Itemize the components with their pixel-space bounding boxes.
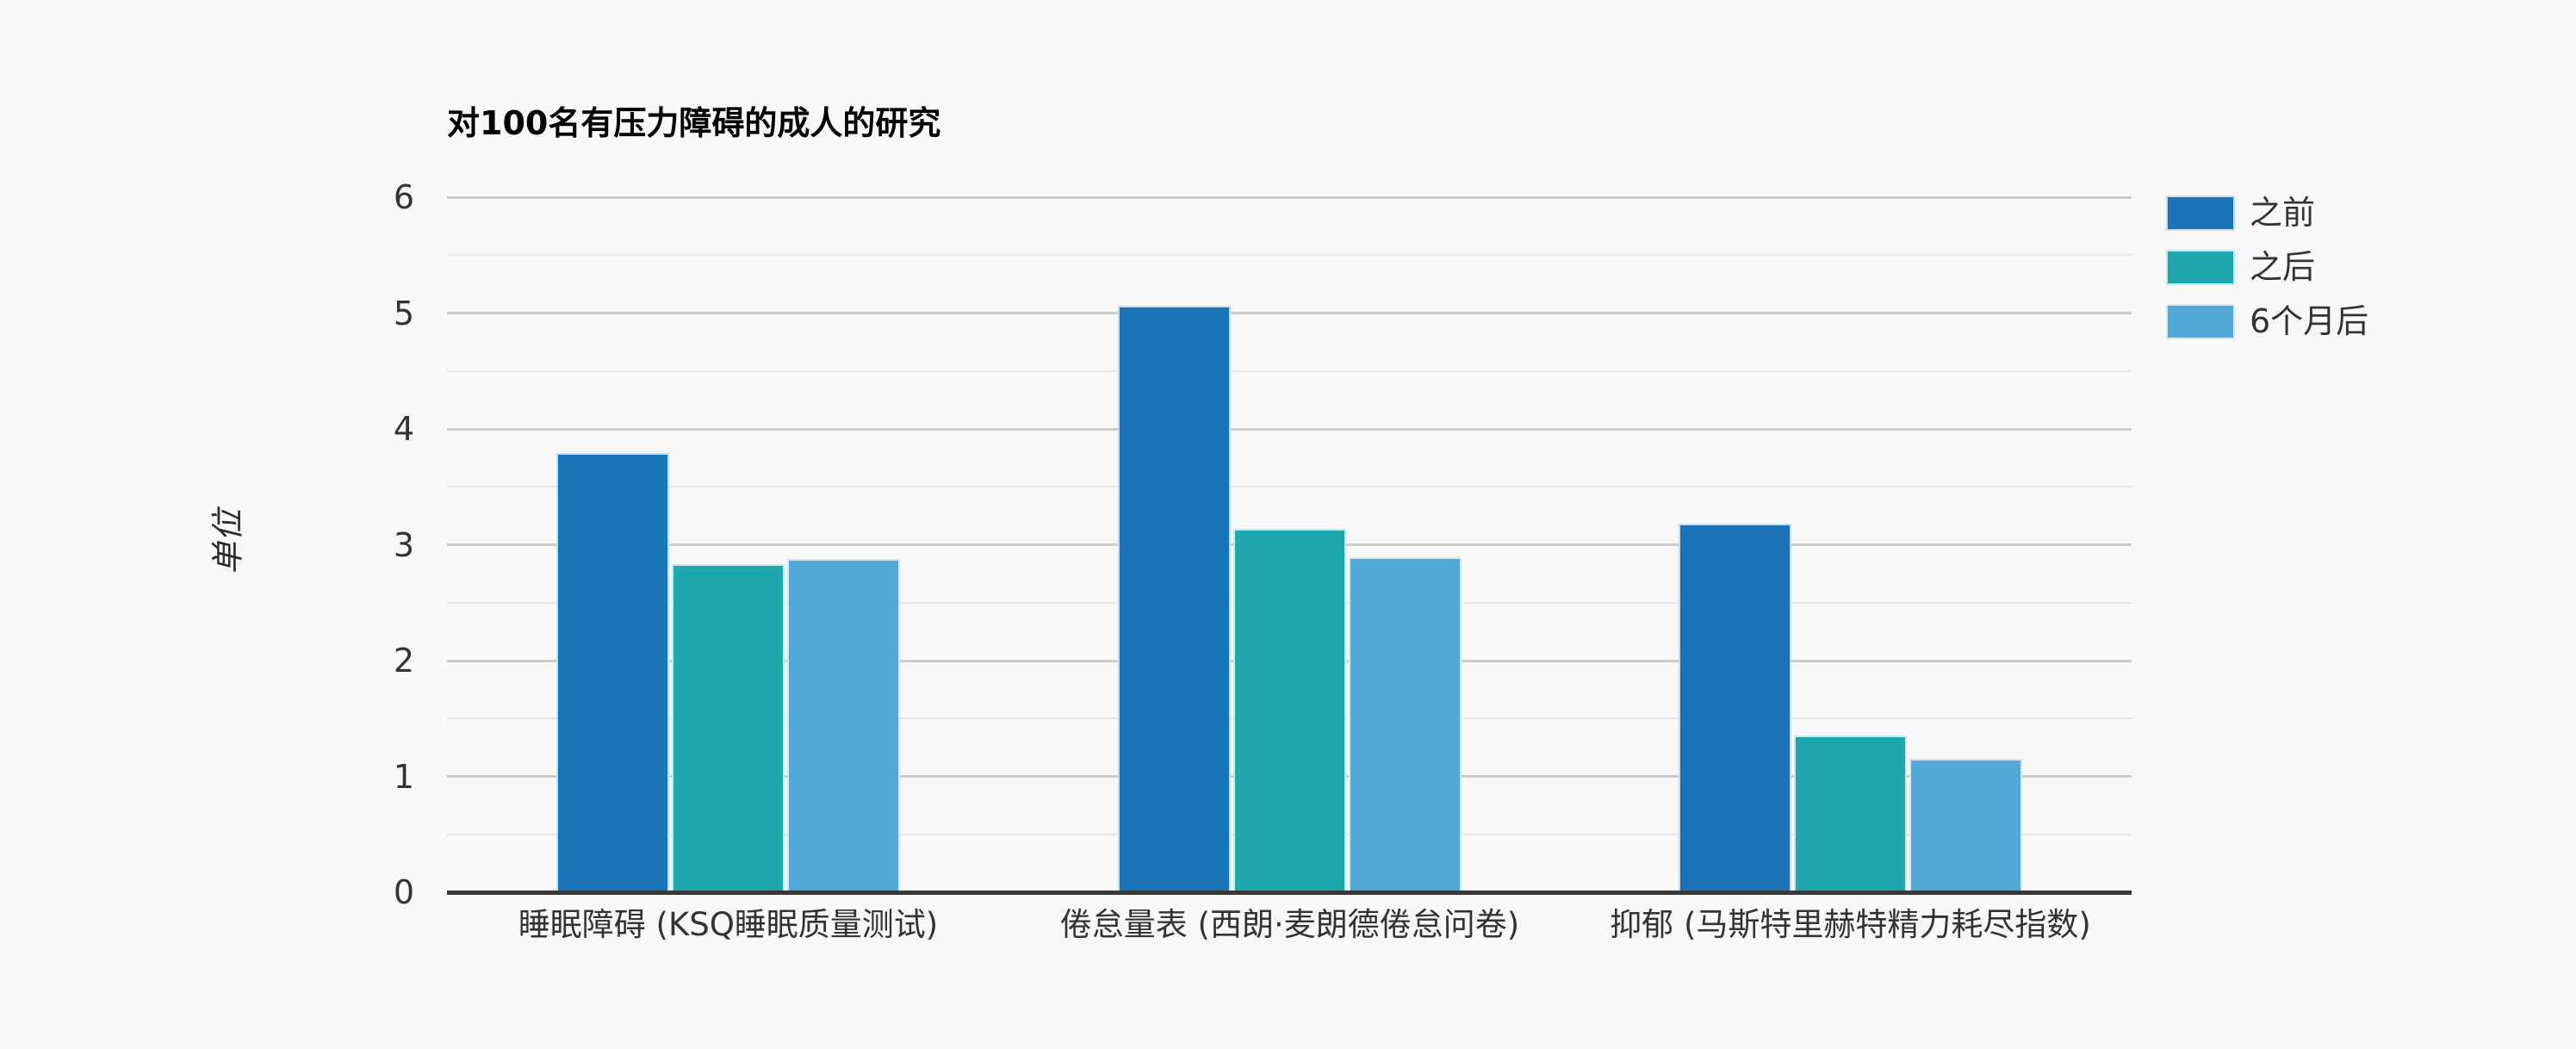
gridline-minor: [447, 486, 2132, 488]
bar-6个月后-2[interactable]: [1349, 557, 1462, 892]
bar-之后-3[interactable]: [1794, 736, 1907, 892]
y-tick-label: 0: [393, 873, 414, 911]
legend-label: 之后: [2250, 248, 2316, 286]
chart-title: 对100名有压力障碍的成人的研究: [447, 104, 941, 142]
y-tick-label: 2: [393, 642, 414, 680]
gridline-minor: [447, 254, 2132, 257]
x-category-label: 倦怠量表 (西朗·麦朗德倦怠问卷): [1059, 906, 1520, 943]
bar-之前-1[interactable]: [556, 453, 669, 892]
bar-6个月后-3[interactable]: [1909, 759, 2022, 892]
legend-label: 之前: [2250, 194, 2316, 232]
y-tick-label: 4: [393, 410, 414, 448]
bar-之后-2[interactable]: [1233, 528, 1346, 892]
legend-label: 6个月后: [2250, 302, 2369, 340]
gridline-major: [447, 427, 2132, 431]
y-tick-label: 6: [393, 178, 414, 216]
legend-swatch-icon: [2166, 304, 2235, 339]
x-category-label: 抑郁 (马斯特里赫特精力耗尽指数): [1610, 906, 2091, 943]
bar-6个月后-1[interactable]: [787, 558, 900, 892]
legend-swatch-icon: [2166, 196, 2235, 231]
bar-之后-1[interactable]: [672, 564, 785, 892]
gridline-minor: [447, 369, 2132, 372]
y-tick-label: 5: [393, 294, 414, 332]
gridline-major: [447, 196, 2132, 199]
bar-之前-2[interactable]: [1118, 306, 1231, 892]
bar-之前-3[interactable]: [1679, 524, 1791, 892]
x-axis-line: [447, 891, 2132, 895]
y-tick-label: 3: [393, 525, 414, 564]
y-tick-label: 1: [393, 757, 414, 796]
gridline-major: [447, 312, 2132, 314]
x-category-label: 睡眠障碍 (KSQ睡眠质量测试): [518, 906, 939, 943]
legend-swatch-icon: [2166, 250, 2235, 285]
